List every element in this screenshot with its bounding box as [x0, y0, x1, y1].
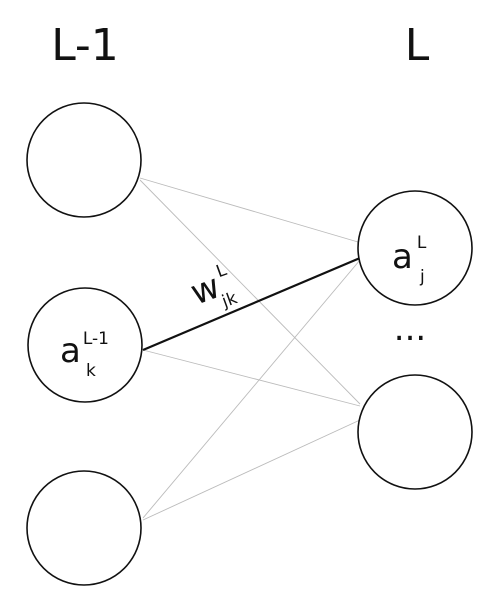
- neuron: [357, 374, 473, 490]
- label-sup: L: [214, 260, 230, 282]
- label-base: a: [60, 331, 81, 371]
- connection: [142, 349, 361, 407]
- label-sup: L-1: [83, 329, 109, 349]
- neuron: [27, 287, 143, 403]
- connection: [139, 177, 359, 243]
- neuron: [26, 102, 142, 218]
- label-base: a: [392, 237, 413, 277]
- connection: [142, 259, 361, 519]
- label-sub: j: [419, 267, 425, 287]
- neuron: [26, 470, 142, 586]
- label-sub: k: [86, 361, 96, 381]
- ellipsis: ...: [394, 309, 426, 349]
- neuron-label: a L-1 k: [60, 329, 109, 381]
- label-sup: L: [417, 233, 427, 253]
- connection: [142, 419, 361, 521]
- layer-title: L-1: [51, 20, 119, 71]
- layer-title: L: [405, 20, 430, 71]
- weighted-connection: [142, 256, 361, 352]
- connection: [139, 179, 361, 405]
- neuron: [357, 190, 473, 306]
- label-sub: jk: [218, 288, 240, 312]
